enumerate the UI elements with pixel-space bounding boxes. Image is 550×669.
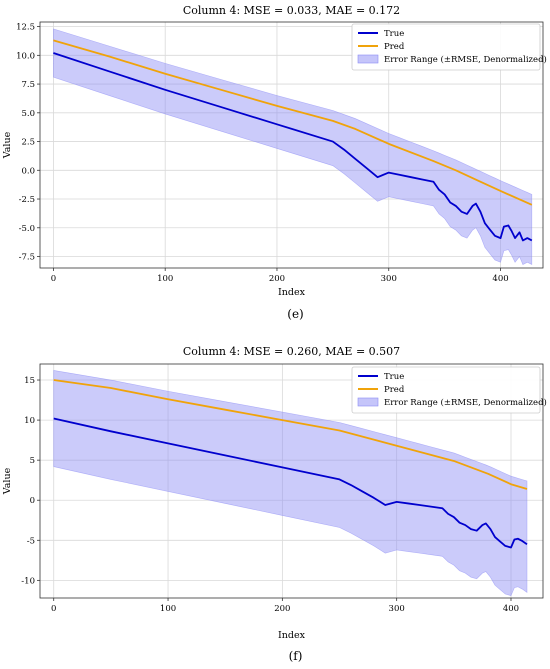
y-tick-label: 12.5 [16, 23, 35, 33]
y-tick-label: -10 [21, 576, 35, 586]
legend: True Pred Error Range (±RMSE, Denormalized… [351, 23, 547, 71]
x-tick-label: 300 [381, 274, 397, 284]
chart-title: Column 4: MSE = 0.033, MAE = 0.172 [183, 4, 400, 17]
y-tick-label: 0.0 [21, 166, 35, 176]
y-axis-label: Value [2, 131, 13, 159]
y-tick-label: 5 [30, 456, 35, 466]
plot-frame [39, 363, 544, 599]
pred-series-line [53, 379, 528, 490]
legend-error-range-swatch [357, 54, 379, 64]
figure-caption: (f) [289, 649, 303, 663]
legend-error-range-label: Error Range (±RMSE, Denormalized) [384, 397, 547, 408]
pred-series-line [53, 39, 533, 206]
x-tick-label: 100 [160, 604, 176, 614]
error-range-band [53, 370, 528, 596]
x-tick-label: 200 [269, 274, 285, 284]
legend-true-label: True [384, 29, 404, 39]
legend-pred-label: Pred [384, 42, 405, 52]
y-tick-label: -5 [27, 536, 35, 546]
x-tick-label: 300 [389, 604, 405, 614]
chart-title: Column 4: MSE = 0.260, MAE = 0.507 [183, 345, 400, 358]
true-series-line [53, 417, 528, 549]
x-tick-label: 400 [492, 274, 508, 284]
y-axis-label: Value [2, 467, 13, 495]
y-tick-label: -5.0 [19, 224, 35, 234]
legend-error-range-label: Error Range (±RMSE, Denormalized) [384, 54, 547, 65]
y-tick-label: 15 [24, 376, 35, 386]
legend: True Pred Error Range (±RMSE, Denormalized… [351, 366, 547, 414]
x-axis-label: Index [278, 287, 306, 298]
error-range-band [53, 28, 533, 266]
chart-panel-e: 0 100 200 300 400 -7.5 -5.0 -2.5 0.0 2.5 5.0 7.5 10.… [2, 4, 547, 321]
figure-caption: (e) [287, 307, 303, 321]
true-series-line [53, 52, 533, 242]
legend-error-range-swatch [357, 397, 379, 407]
legend-true-label: True [384, 372, 404, 382]
legend-box [351, 23, 541, 71]
y-tick-label: -2.5 [19, 195, 35, 205]
x-tick-label: 100 [157, 274, 173, 284]
x-tick-label: 200 [274, 604, 290, 614]
y-tick-label: -7.5 [19, 253, 35, 263]
plot-frame [39, 21, 544, 269]
legend-box [351, 366, 541, 414]
y-tick-label: 0 [30, 496, 35, 506]
y-tick-label: 5.0 [21, 109, 35, 119]
x-tick-label: 0 [51, 604, 56, 614]
x-axis-label: Index [278, 630, 306, 641]
x-tick-label: 400 [503, 604, 519, 614]
y-tick-label: 7.5 [21, 80, 35, 90]
legend-pred-label: Pred [384, 385, 405, 395]
x-tick-label: 0 [51, 274, 56, 284]
chart-panel-f: 0 100 200 300 400 -10 -5 0 5 10 15 Column 4: MSE = … [2, 345, 547, 663]
y-tick-label: 2.5 [21, 138, 35, 148]
y-tick-label: 10.0 [16, 51, 35, 61]
y-tick-label: 10 [24, 416, 35, 426]
